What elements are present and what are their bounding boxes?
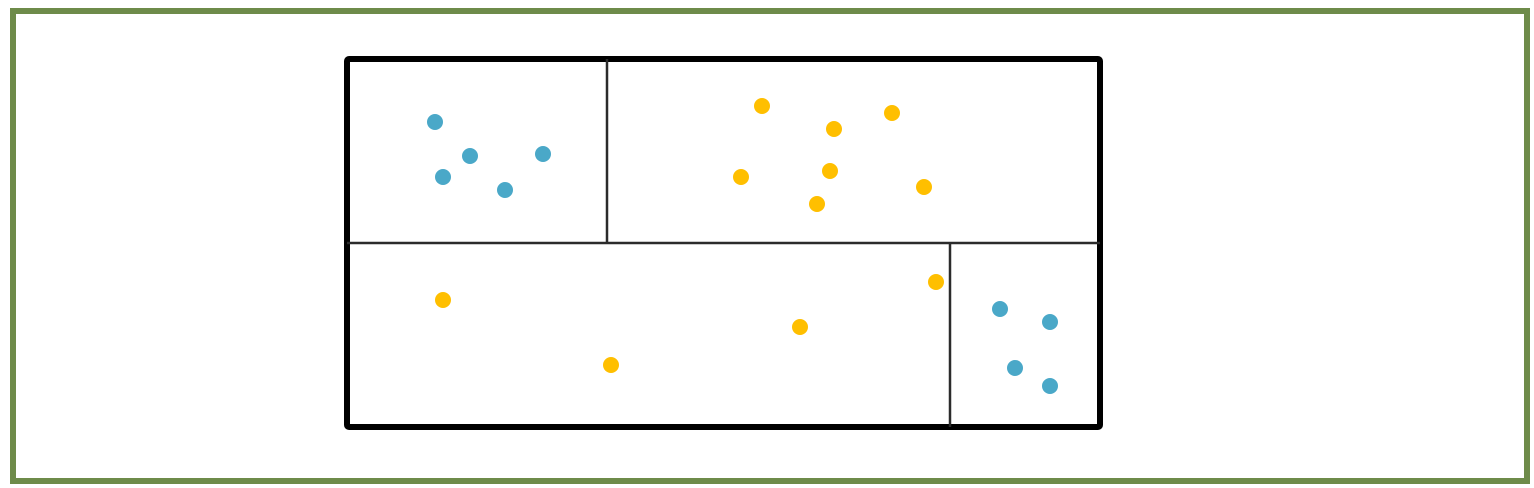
class-a-point-top-left-1 bbox=[427, 114, 443, 130]
class-a-point-top-left-3 bbox=[535, 146, 551, 162]
class-b-point-top-right-1 bbox=[754, 98, 770, 114]
class-a-point-top-left-5 bbox=[497, 182, 513, 198]
class-b-point-bottom-left-1 bbox=[435, 292, 451, 308]
class-b-point-top-right-3 bbox=[884, 105, 900, 121]
class-a-point-top-left-4 bbox=[435, 169, 451, 185]
class-a-point-bottom-right-4 bbox=[1042, 378, 1058, 394]
class-b-point-top-right-5 bbox=[822, 163, 838, 179]
class-b-point-top-right-4 bbox=[733, 169, 749, 185]
data-points bbox=[427, 98, 1058, 394]
class-b-point-bottom-left-3 bbox=[792, 319, 808, 335]
class-a-point-bottom-right-3 bbox=[1007, 360, 1023, 376]
class-b-point-top-right-7 bbox=[809, 196, 825, 212]
class-b-point-bottom-left-2 bbox=[603, 357, 619, 373]
class-b-point-top-right-6 bbox=[916, 179, 932, 195]
class-a-point-bottom-right-2 bbox=[1042, 314, 1058, 330]
class-a-point-top-left-2 bbox=[462, 148, 478, 164]
class-b-point-top-right-2 bbox=[826, 121, 842, 137]
class-a-point-bottom-right-1 bbox=[992, 301, 1008, 317]
outer-frame bbox=[10, 8, 1530, 484]
class-b-point-bottom-left-4 bbox=[928, 274, 944, 290]
